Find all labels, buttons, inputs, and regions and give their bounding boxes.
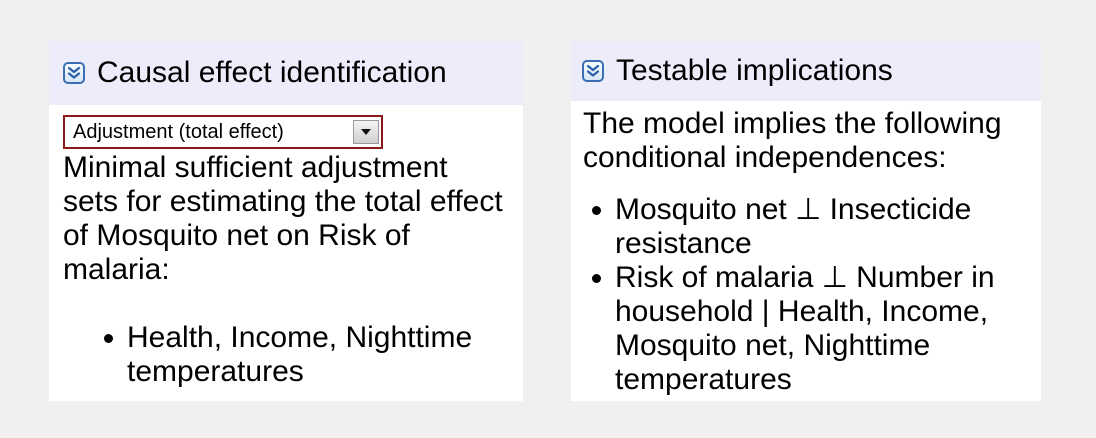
collapse-chevron-icon[interactable] [63,62,85,84]
implications-list: Mosquito net ⊥ Insecticide resistance Ri… [583,193,1029,397]
testable-implications-title: Testable implications [616,54,893,87]
bullet-icon [104,334,113,343]
dropdown-arrow-icon[interactable] [353,120,379,144]
implication-text: Risk of malaria ⊥ Number in household | … [615,261,995,396]
effect-type-select[interactable]: Adjustment (total effect) [63,115,383,149]
effect-type-select-value: Adjustment (total effect) [73,120,284,143]
list-item: Mosquito net ⊥ Insecticide resistance [583,193,1029,261]
list-item: Health, Income, Nighttime temperatures [63,321,509,389]
causal-effect-panel: Causal effect identification Adjustment … [49,41,523,401]
list-item: Risk of malaria ⊥ Number in household | … [583,261,1029,397]
implications-description: The model implies the following conditio… [583,107,1002,174]
adjustment-sets-description: Minimal sufficient adjustment sets for e… [63,151,503,286]
testable-implications-panel: Testable implications The model implies … [571,41,1041,401]
causal-effect-title: Causal effect identification [97,56,447,89]
collapse-chevron-icon[interactable] [582,60,604,82]
implication-text: Mosquito net ⊥ Insecticide resistance [615,193,972,260]
bullet-icon [592,206,601,215]
causal-effect-body: Adjustment (total effect) Minimal suffic… [49,105,523,389]
causal-effect-header[interactable]: Causal effect identification [49,41,523,105]
testable-implications-body: The model implies the following conditio… [571,101,1041,397]
adjustment-set-text: Health, Income, Nighttime temperatures [127,321,473,388]
adjustment-sets-list: Health, Income, Nighttime temperatures [63,321,509,389]
bullet-icon [592,274,601,283]
testable-implications-header[interactable]: Testable implications [571,41,1041,101]
